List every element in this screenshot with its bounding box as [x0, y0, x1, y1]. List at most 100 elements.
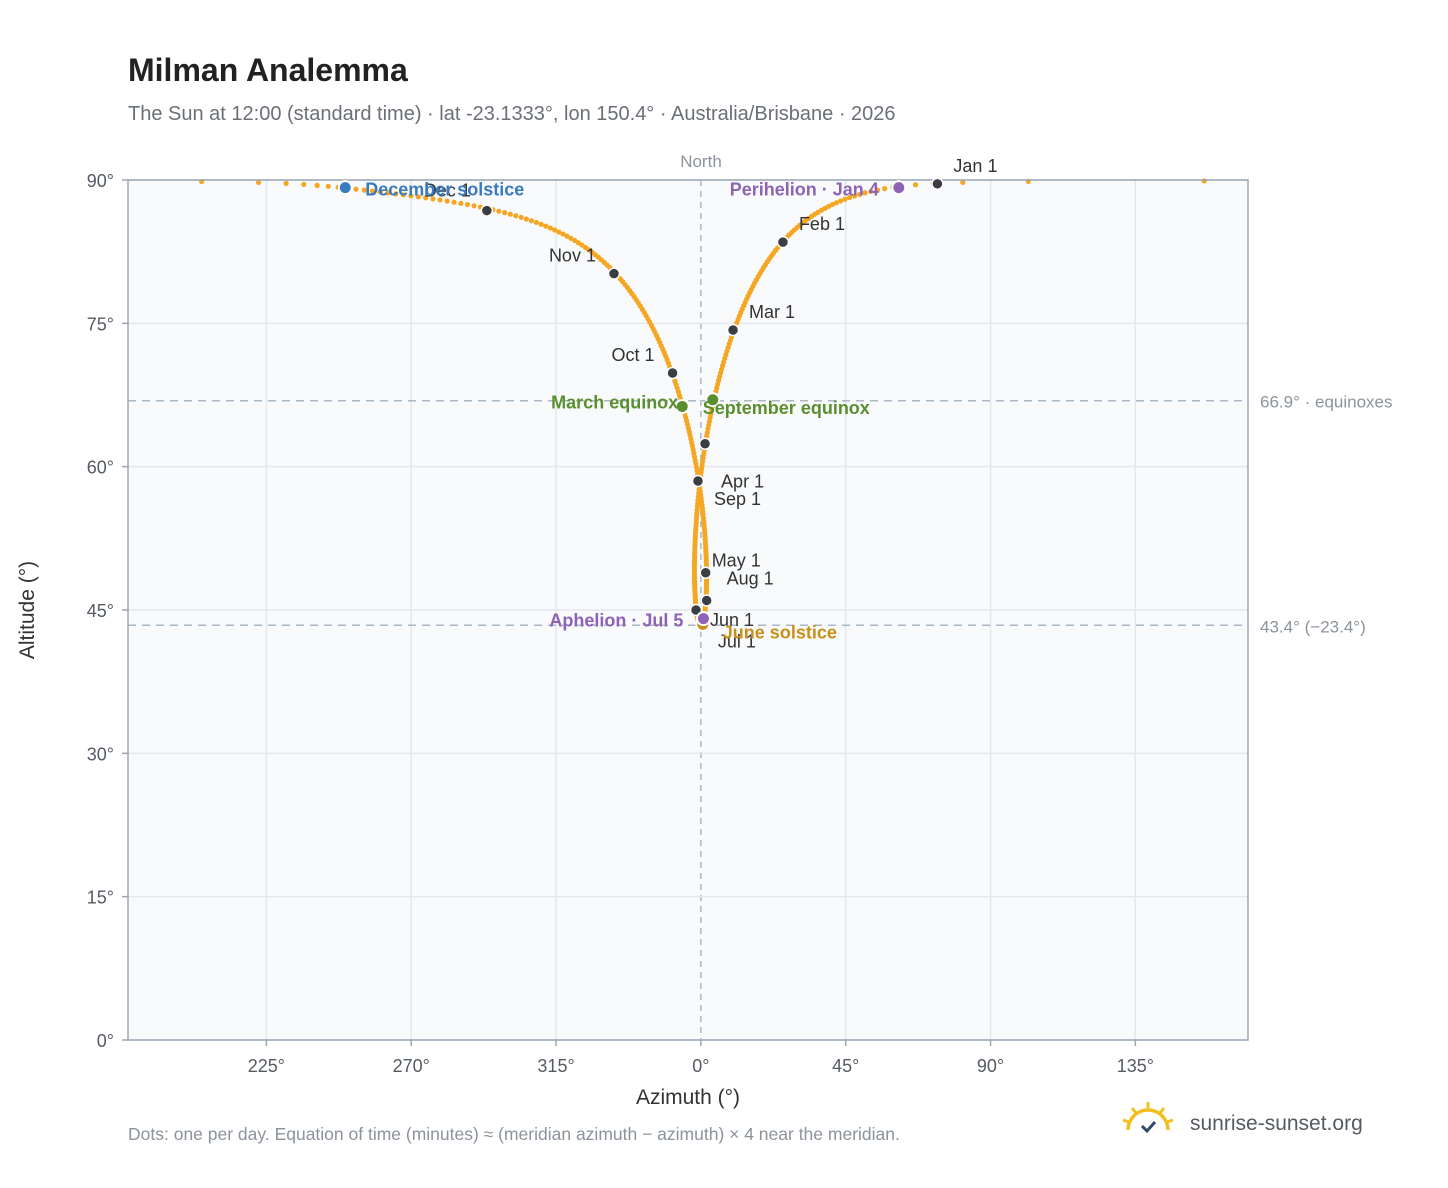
day-dot [507, 211, 513, 217]
day-dot [842, 196, 848, 202]
day-dot [451, 199, 457, 205]
sun-check-icon [1122, 1102, 1174, 1134]
day-dot [513, 213, 519, 219]
day-dot [856, 191, 863, 198]
north-label: North [680, 152, 722, 171]
month-marker [607, 267, 621, 280]
brand[interactable]: sunrise-sunset.org [1120, 1100, 1410, 1150]
x-axis-label: Azimuth (°) [636, 1086, 740, 1109]
day-dot [846, 194, 853, 201]
reference-line-label: 43.4° (−23.4°) [1260, 617, 1366, 636]
month-marker [691, 474, 705, 488]
day-dot [564, 233, 570, 239]
day-dot [547, 225, 553, 231]
day-dot [325, 183, 331, 189]
chart-title: Milman Analemma [128, 52, 408, 88]
day-dot [518, 214, 524, 220]
month-marker [480, 204, 494, 217]
month-marker [699, 566, 712, 579]
month-label: Aug 1 [727, 568, 774, 588]
day-dot [385, 190, 391, 196]
month-label: Oct 1 [612, 345, 655, 365]
y-axis-label: Altitude (°) [16, 561, 39, 659]
day-dot [437, 197, 443, 203]
day-dot [538, 221, 544, 227]
x-tick-label: 90° [977, 1056, 1004, 1076]
y-tick-label: 0° [97, 1031, 114, 1051]
day-dot [838, 198, 844, 204]
day-dot [408, 193, 414, 199]
day-dot [314, 182, 320, 188]
month-label: Jan 1 [953, 156, 997, 176]
day-dot [560, 231, 566, 237]
day-dot [458, 200, 464, 206]
event-marker [705, 392, 721, 408]
event-label: March equinox [551, 392, 678, 412]
month-label: Nov 1 [549, 246, 596, 266]
reference-line-label: 66.9° · equinoxes [1260, 393, 1393, 412]
day-dot [851, 193, 857, 199]
event-marker [674, 398, 690, 414]
y-tick-label: 60° [87, 458, 114, 478]
day-dot [874, 187, 881, 193]
event-label: September equinox [703, 398, 870, 418]
event-marker [891, 180, 907, 196]
y-tick-label: 75° [87, 314, 114, 334]
day-dot [353, 186, 359, 192]
day-dot [444, 198, 450, 204]
day-dot [377, 189, 383, 195]
chart-subtitle: The Sun at 12:00 (standard time) · lat -… [128, 103, 896, 125]
footnote: Dots: one per day. Equation of time (min… [128, 1124, 900, 1144]
y-tick-label: 45° [87, 601, 114, 621]
day-dot [361, 187, 367, 193]
day-dot [423, 195, 429, 201]
day-dot [430, 196, 436, 202]
month-label: Feb 1 [799, 214, 845, 234]
month-label: Mar 1 [749, 302, 795, 322]
x-tick-label: 0° [692, 1056, 709, 1076]
day-dot [862, 190, 868, 196]
day-dot [502, 210, 508, 216]
day-dot [552, 227, 558, 233]
day-dot [868, 188, 874, 195]
day-dot [543, 223, 549, 229]
day-dot [572, 237, 578, 244]
reference-lines: 66.9° · equinoxes 43.4° (−23.4°) [128, 393, 1393, 636]
x-tick-label: 270° [393, 1056, 430, 1076]
month-label: Jul 1 [718, 631, 756, 651]
day-dot [415, 194, 421, 200]
day-dot [471, 203, 477, 209]
event-marker [695, 611, 711, 627]
month-marker [726, 323, 740, 337]
day-dot [960, 179, 966, 185]
month-label: Dec 1 [424, 181, 471, 201]
day-dot [393, 191, 399, 197]
x-tick-label: 315° [537, 1056, 574, 1076]
brand-name: sunrise-sunset.org [1190, 1112, 1363, 1135]
month-label: May 1 [712, 551, 761, 571]
axes: 225° 270° 315° 0° 45° 90° 135° 0° 15° 30° 45° 60° 75… [87, 171, 1154, 1076]
day-dot [400, 192, 407, 198]
day-dot [568, 235, 574, 241]
day-dot [464, 201, 471, 208]
y-tick-label: 30° [87, 744, 114, 764]
month-label: Jun 1 [710, 610, 754, 630]
month-marker [700, 594, 713, 607]
day-dot [912, 182, 919, 188]
event-label: June solstice [723, 622, 837, 642]
day-dot [369, 188, 375, 194]
month-marker [931, 177, 944, 191]
x-tick-label: 45° [832, 1056, 859, 1076]
day-dot [556, 229, 562, 235]
month-label: Apr 1 [721, 472, 764, 492]
event-label: December solstice [365, 180, 524, 200]
day-dot [528, 218, 535, 224]
day-dot [882, 186, 888, 192]
day-dot [301, 181, 307, 187]
month-marker [698, 437, 712, 450]
x-tick-label: 225° [248, 1056, 285, 1076]
event-markers: December solstice June solstice March equi… [337, 180, 907, 642]
y-tick-label: 15° [87, 888, 114, 908]
y-tick-label: 90° [87, 171, 114, 191]
